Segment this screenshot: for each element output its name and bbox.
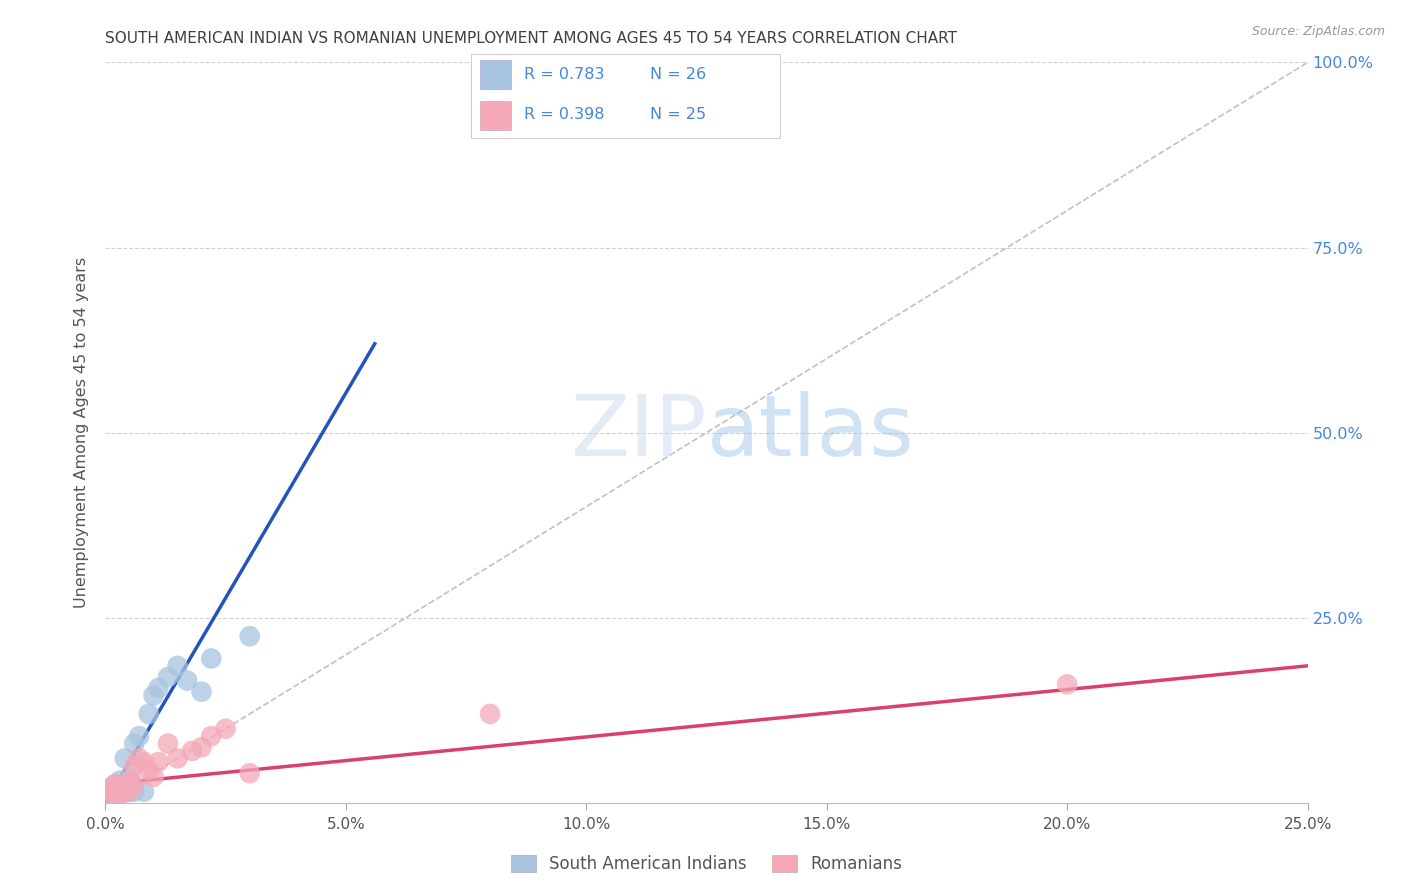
Point <box>132 755 155 769</box>
Point <box>98 789 121 803</box>
Point <box>214 722 236 736</box>
Point <box>114 751 136 765</box>
Text: N = 26: N = 26 <box>651 67 707 82</box>
Y-axis label: Unemployment Among Ages 45 to 54 years: Unemployment Among Ages 45 to 54 years <box>75 257 90 608</box>
FancyBboxPatch shape <box>481 61 512 89</box>
Point <box>142 770 165 784</box>
Point <box>142 689 165 703</box>
Point <box>190 685 212 699</box>
Point <box>114 777 136 791</box>
Point <box>124 758 146 772</box>
Point <box>166 658 188 673</box>
Point <box>104 777 127 791</box>
Text: atlas: atlas <box>707 391 914 475</box>
Point <box>200 729 222 743</box>
Point <box>200 651 222 665</box>
Point <box>166 751 188 765</box>
Point <box>124 785 146 799</box>
Point <box>108 780 131 795</box>
Point <box>118 785 141 799</box>
Point <box>118 785 141 799</box>
Point <box>108 773 131 788</box>
Point <box>118 777 141 791</box>
Point <box>118 773 141 788</box>
Text: N = 25: N = 25 <box>651 107 707 122</box>
Point <box>138 763 160 777</box>
Point <box>128 751 150 765</box>
Point <box>138 706 160 721</box>
FancyBboxPatch shape <box>481 101 512 130</box>
Point <box>108 789 131 803</box>
Point <box>104 785 127 799</box>
Text: ZIP: ZIP <box>569 391 707 475</box>
Text: SOUTH AMERICAN INDIAN VS ROMANIAN UNEMPLOYMENT AMONG AGES 45 TO 54 YEARS CORRELA: SOUTH AMERICAN INDIAN VS ROMANIAN UNEMPL… <box>105 31 957 46</box>
Point <box>1056 677 1078 691</box>
Point <box>148 681 170 695</box>
Point <box>239 629 262 643</box>
Point <box>128 729 150 743</box>
Point <box>479 706 502 721</box>
Point <box>98 780 121 795</box>
Point <box>108 780 131 795</box>
Text: Source: ZipAtlas.com: Source: ZipAtlas.com <box>1251 25 1385 38</box>
Point <box>104 785 127 799</box>
Point <box>114 777 136 791</box>
Point <box>98 789 121 803</box>
Point <box>98 780 121 795</box>
Point <box>108 787 131 801</box>
Point <box>148 755 170 769</box>
Point <box>132 785 155 799</box>
Legend: South American Indians, Romanians: South American Indians, Romanians <box>505 848 908 880</box>
Text: R = 0.398: R = 0.398 <box>523 107 605 122</box>
Point <box>176 673 198 688</box>
Text: R = 0.783: R = 0.783 <box>523 67 605 82</box>
Point <box>104 777 127 791</box>
Point <box>118 770 141 784</box>
Point <box>156 670 179 684</box>
Point <box>124 777 146 791</box>
Point <box>181 744 204 758</box>
Point <box>239 766 262 780</box>
Point <box>114 785 136 799</box>
Point <box>190 740 212 755</box>
Point <box>156 737 179 751</box>
Point <box>124 737 146 751</box>
